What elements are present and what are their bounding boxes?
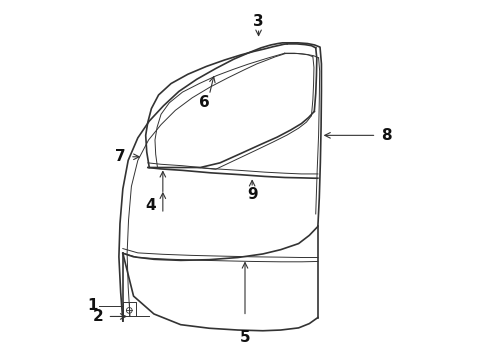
Text: 3: 3: [253, 14, 264, 28]
Text: 5: 5: [240, 330, 250, 345]
Text: 9: 9: [247, 187, 257, 202]
Text: 7: 7: [115, 149, 126, 164]
Text: 2: 2: [93, 309, 104, 324]
Text: 6: 6: [198, 95, 209, 110]
Text: 1: 1: [87, 298, 98, 313]
Text: 4: 4: [145, 198, 156, 212]
Text: 8: 8: [381, 128, 392, 143]
